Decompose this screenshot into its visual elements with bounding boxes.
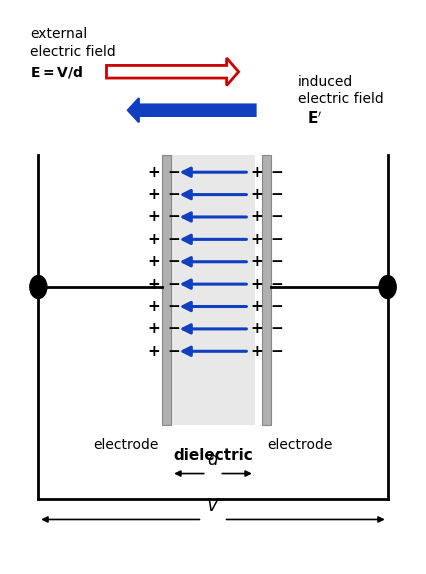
Text: −: − [271,321,283,336]
FancyArrow shape [128,98,256,122]
Text: −: − [271,299,283,314]
Text: +: + [250,344,263,359]
Text: −: − [167,165,180,180]
Text: electrode: electrode [93,438,158,452]
Text: −: − [271,165,283,180]
Text: +: + [147,277,160,292]
Text: +: + [147,321,160,336]
Text: +: + [250,210,263,224]
Text: +: + [250,187,263,202]
Text: +: + [147,299,160,314]
Text: −: − [271,277,283,292]
Text: +: + [147,254,160,269]
Text: −: − [167,299,180,314]
Text: +: + [250,277,263,292]
Text: −: − [167,232,180,247]
Text: +: + [147,187,160,202]
Text: $\mathbf{E'}$: $\mathbf{E'}$ [307,111,322,127]
Text: −: − [167,210,180,224]
Text: +: + [250,254,263,269]
Text: electric field: electric field [298,92,384,106]
Text: −: − [167,344,180,359]
Text: +: + [147,344,160,359]
Text: −: − [271,210,283,224]
Text: +: + [147,210,160,224]
Text: electric field: electric field [30,45,115,59]
Text: dielectric: dielectric [173,448,253,463]
Text: external: external [30,28,87,41]
Bar [162,155,171,425]
Text: +: + [250,232,263,247]
Text: electrode: electrode [268,438,333,452]
Text: +: + [147,165,160,180]
Bar [262,155,271,425]
FancyArrow shape [106,58,239,86]
Text: $\mathit{V}$: $\mathit{V}$ [206,497,220,515]
Bar [171,155,255,425]
Text: −: − [271,187,283,202]
Text: −: − [167,254,180,269]
Circle shape [379,276,396,298]
Text: +: + [147,232,160,247]
Text: −: − [271,344,283,359]
Text: −: − [167,187,180,202]
Text: induced: induced [298,75,354,88]
Text: $\mathbf{E = V/d}$: $\mathbf{E = V/d}$ [30,64,83,80]
Text: $\mathit{d}$: $\mathit{d}$ [207,451,219,469]
Circle shape [30,276,47,298]
Text: −: − [271,232,283,247]
Text: −: − [271,254,283,269]
Text: +: + [250,321,263,336]
Text: +: + [250,299,263,314]
Text: +: + [250,165,263,180]
Text: −: − [167,277,180,292]
Text: −: − [167,321,180,336]
